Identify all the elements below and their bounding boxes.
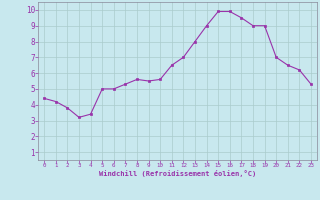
X-axis label: Windchill (Refroidissement éolien,°C): Windchill (Refroidissement éolien,°C) <box>99 170 256 177</box>
